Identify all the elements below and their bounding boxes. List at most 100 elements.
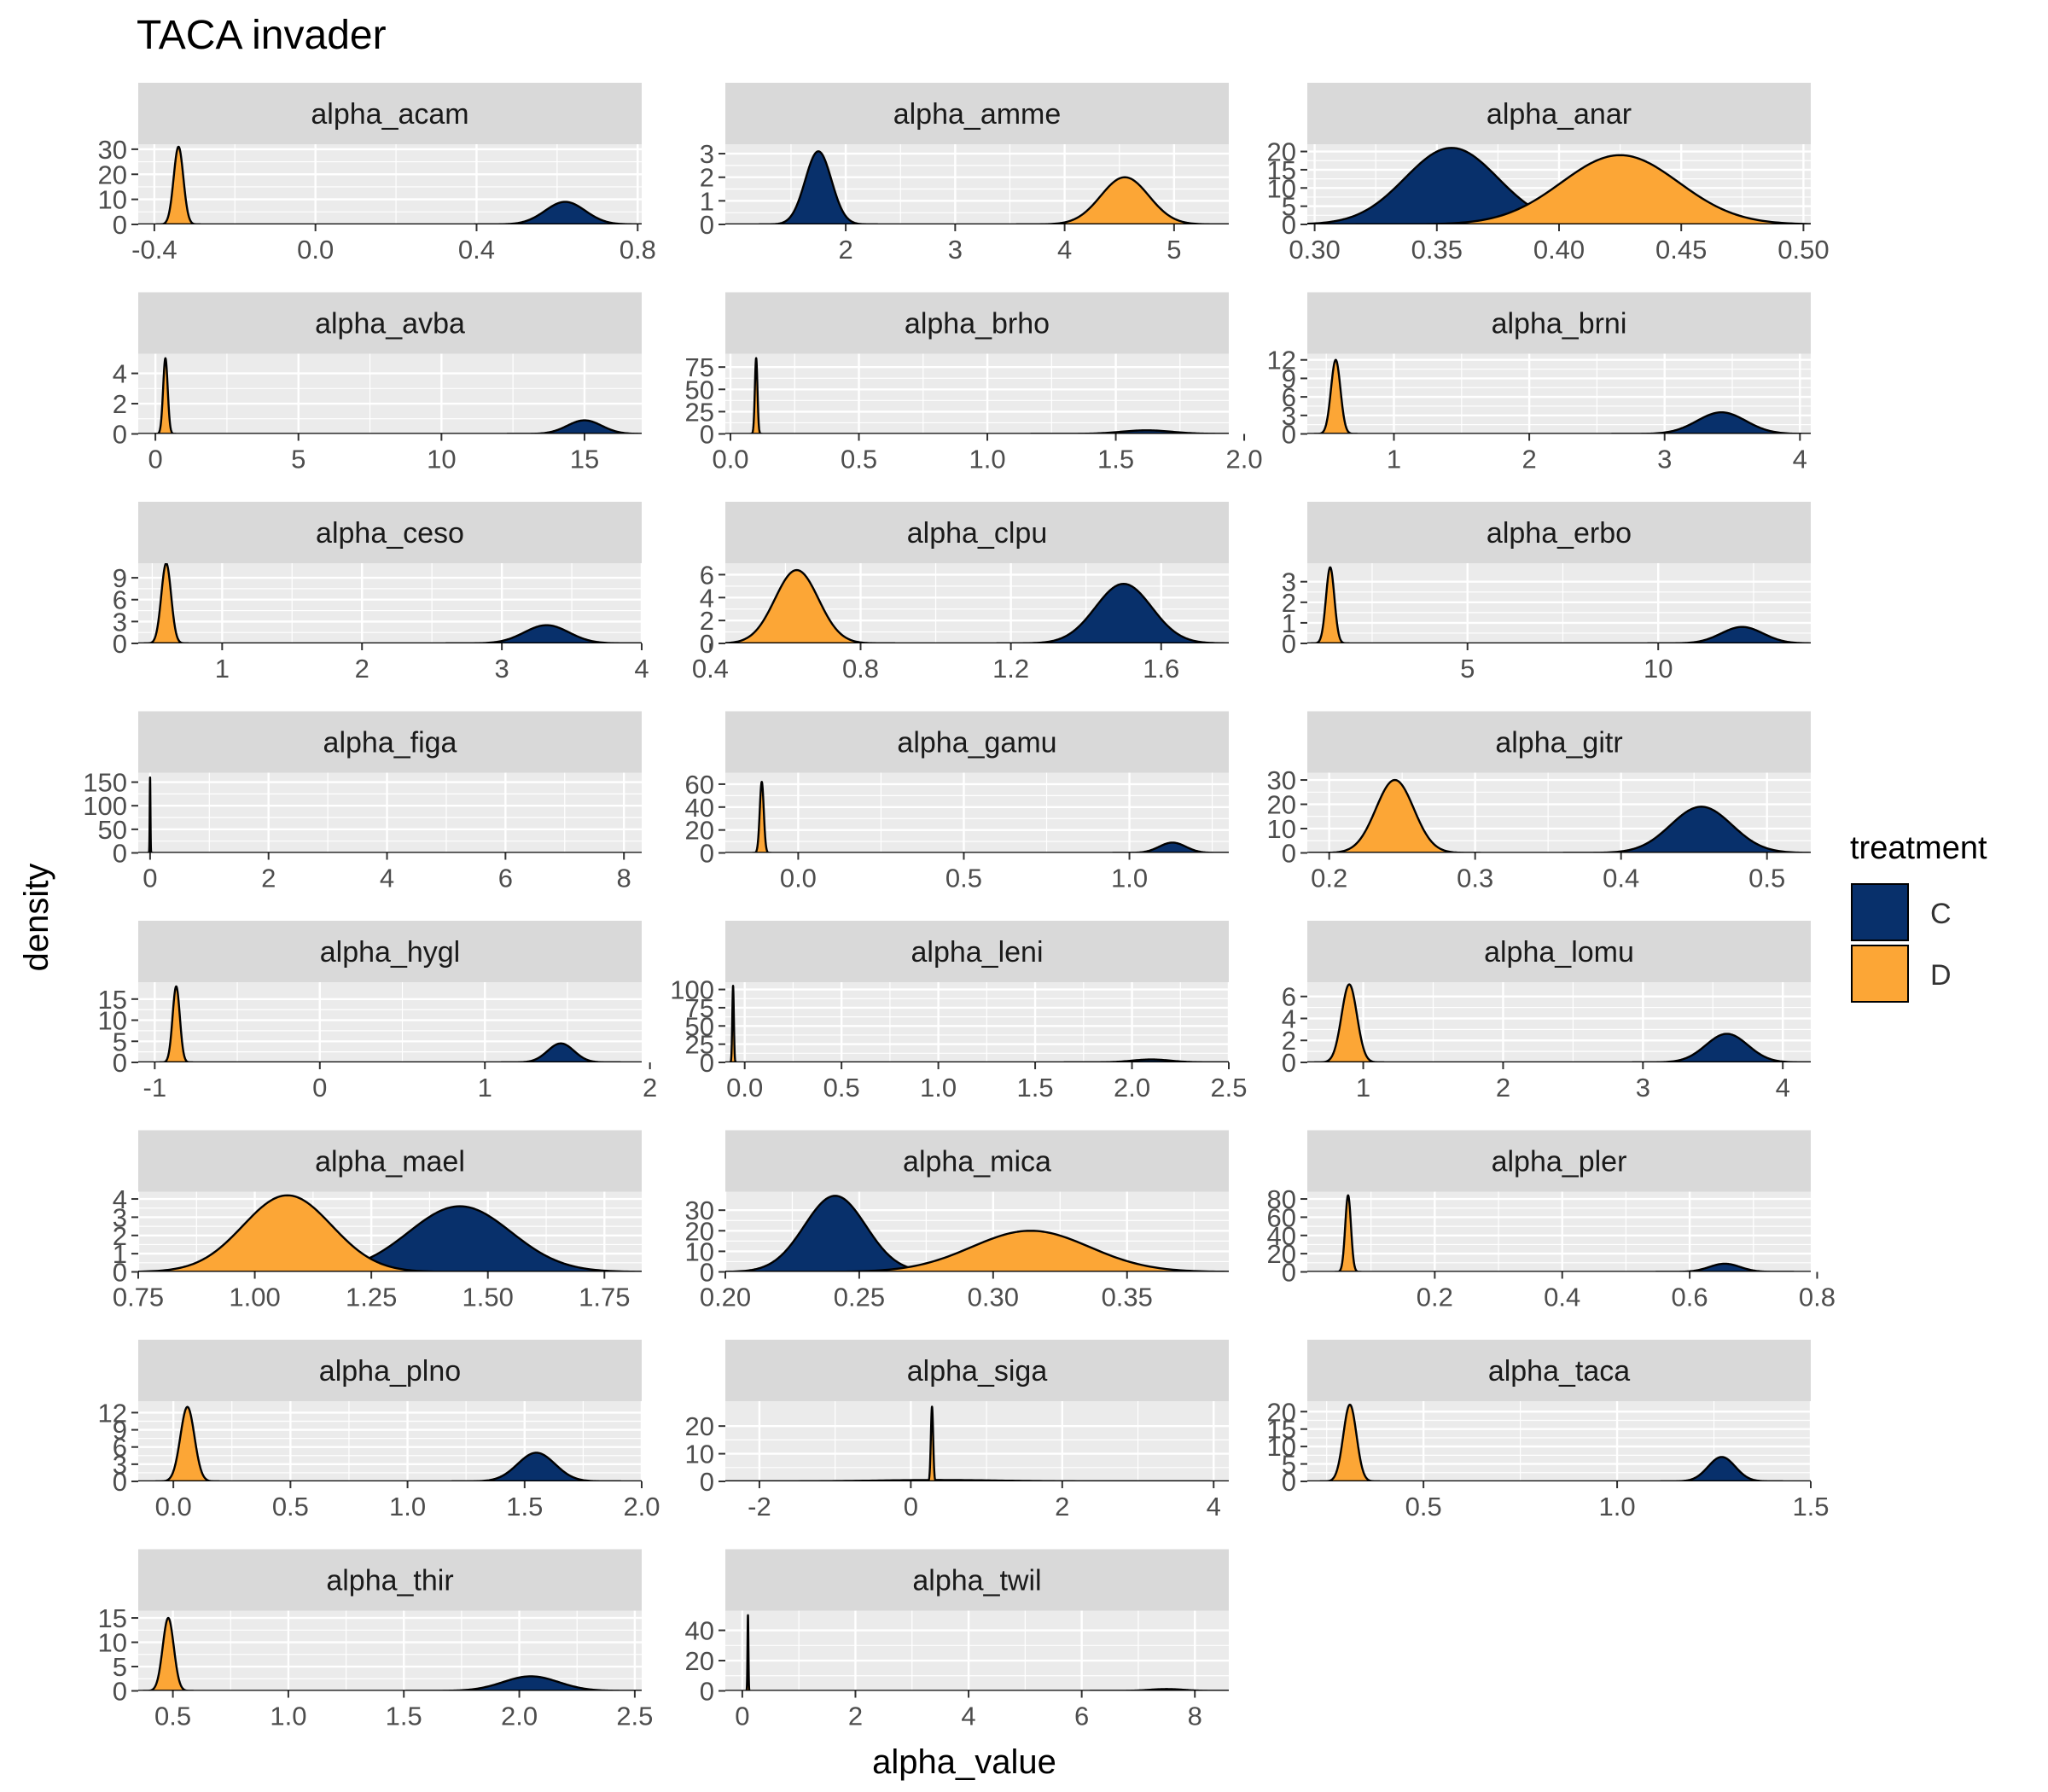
y-tick-label: 20: [685, 1411, 714, 1441]
y-tick-label: 50: [98, 815, 127, 845]
panel-background: [725, 1401, 1229, 1481]
x-tick-label: 0.3: [1457, 864, 1493, 893]
y-tick-label: 2: [700, 163, 714, 193]
x-tick-label: 1: [1356, 1073, 1370, 1103]
x-tick-label: -0.4: [131, 235, 177, 265]
y-tick-label: 10: [98, 1006, 127, 1036]
panel-background: [725, 982, 1229, 1062]
x-tick-label: 0.0: [780, 864, 817, 893]
x-tick-label: 0.4: [692, 654, 729, 684]
y-tick-label: 20: [1267, 790, 1296, 820]
y-tick-label: 15: [98, 1603, 127, 1633]
x-tick-label: 1.0: [969, 445, 1005, 474]
x-tick-label: 2.0: [623, 1492, 660, 1521]
facet-strip: [725, 1549, 1229, 1611]
y-tick-label: 0: [113, 1048, 127, 1078]
panel-background: [138, 1610, 642, 1691]
facet-label: alpha_twil: [912, 1565, 1041, 1597]
y-tick-label: 6: [1282, 382, 1296, 412]
facet-strip: [138, 292, 642, 354]
facet-strip: [1307, 921, 1811, 982]
x-tick-label: 8: [617, 864, 631, 893]
y-axis-title: density: [18, 864, 55, 972]
y-tick-label: 100: [83, 791, 127, 821]
facet-strip: [1307, 292, 1811, 354]
y-tick-label: 3: [1282, 401, 1296, 431]
x-tick-label: 1.0: [920, 1073, 957, 1103]
y-tick-label: 15: [1267, 155, 1296, 185]
x-tick-label: 4: [1776, 1073, 1790, 1103]
facet-label: alpha_taca: [1488, 1355, 1630, 1388]
legend-key-d: [1851, 945, 1909, 1003]
legend: treatment C D: [1850, 830, 1987, 1003]
density-layer: [725, 150, 1229, 224]
y-tick-label: 10: [1267, 814, 1296, 844]
x-tick-label: 10: [1644, 654, 1673, 684]
facet-label: alpha_brni: [1492, 308, 1627, 340]
facet-label: alpha_figa: [323, 727, 457, 759]
facet-label: alpha_avba: [315, 308, 465, 340]
y-tick-label: 10: [98, 1628, 127, 1658]
y-tick-label: 0: [113, 629, 127, 659]
y-tick-label: 10: [685, 1236, 714, 1266]
x-tick-label: 1.0: [389, 1492, 426, 1521]
x-tick-label: 5: [1167, 235, 1181, 265]
facet-strip: [1307, 502, 1811, 563]
y-tick-label: 0: [113, 420, 127, 450]
y-tick-label: 1: [1282, 608, 1296, 638]
y-tick-label: 30: [685, 1196, 714, 1225]
x-tick-label: 2: [848, 1702, 863, 1731]
y-tick-label: 0: [1282, 1467, 1296, 1497]
facet-label: alpha_leni: [911, 936, 1043, 969]
facet-alpha_avba: alpha_avba 0 5 10 15 024: [113, 292, 642, 474]
y-tick-label: 6: [1282, 982, 1296, 1012]
density-layer: [1307, 566, 1811, 643]
y-tick-label: 4: [113, 1184, 127, 1214]
y-tick-label: 4: [113, 359, 127, 389]
y-tick-label: 0: [700, 1467, 714, 1497]
density-layer: [725, 1195, 1229, 1272]
x-tick-label: 2: [838, 235, 852, 265]
y-tick-label: 4: [700, 583, 714, 613]
x-tick-label: 1: [215, 654, 230, 684]
x-tick-label: 4: [1207, 1492, 1221, 1521]
x-tick-label: 0.4: [1544, 1283, 1580, 1312]
density-layer: [1307, 358, 1811, 434]
y-tick-label: 10: [1267, 1432, 1296, 1462]
x-tick-label: 4: [634, 654, 649, 684]
y-tick-label: 25: [685, 1030, 714, 1060]
y-tick-label: 2: [1282, 1026, 1296, 1056]
x-tick-label: 5: [1460, 654, 1475, 684]
y-tick-label: 5: [1282, 1450, 1296, 1480]
legend-key-c: [1851, 883, 1909, 941]
panel-background: [138, 772, 642, 853]
y-tick-label: 75: [685, 352, 714, 382]
y-tick-label: 12: [1267, 346, 1296, 375]
facet-strip: [1307, 83, 1811, 144]
facet-label: alpha_gitr: [1495, 727, 1622, 759]
x-tick-label: 0.0: [297, 235, 334, 265]
y-tick-label: 0: [700, 210, 714, 240]
y-tick-label: 6: [113, 585, 127, 615]
facet-strip: [1307, 711, 1811, 773]
y-tick-label: 20: [1267, 137, 1296, 167]
y-tick-label: 25: [685, 397, 714, 427]
x-tick-label: 8: [1188, 1702, 1202, 1731]
x-tick-label: 2.0: [1226, 445, 1263, 474]
facet-strip: [138, 83, 642, 144]
y-tick-label: 0: [700, 629, 714, 659]
x-tick-label: 3: [1636, 1073, 1650, 1103]
legend-title: treatment: [1850, 830, 1987, 866]
x-tick-label: 1.00: [229, 1283, 280, 1312]
